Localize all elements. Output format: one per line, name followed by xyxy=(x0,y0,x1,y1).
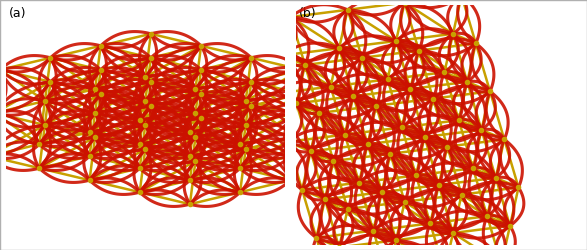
Text: (b): (b) xyxy=(299,8,317,20)
Text: (a): (a) xyxy=(9,8,26,20)
